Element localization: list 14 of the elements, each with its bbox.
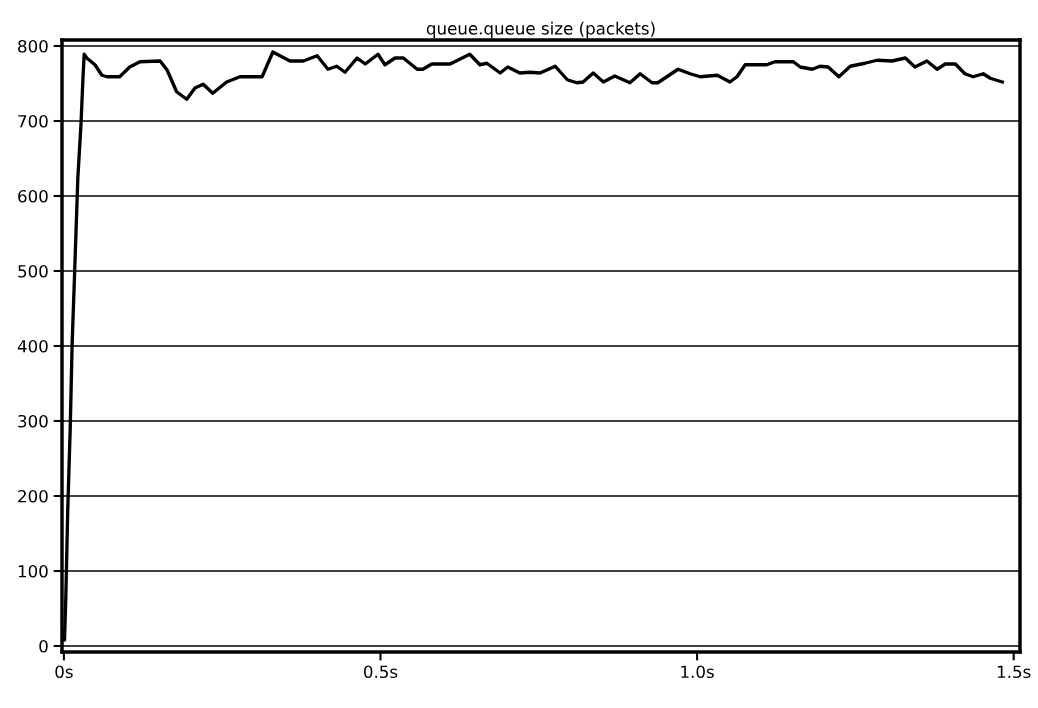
x-tick-label: 0.5s [363, 665, 398, 679]
x-tick-label: 1.0s [681, 665, 714, 679]
y-tick-label: 500 [18, 264, 48, 278]
y-tick-label: 600 [18, 189, 48, 203]
y-tick-label: 200 [18, 489, 48, 503]
x-tick-label: 1.5s [997, 665, 1031, 679]
chart-title: queue.queue size (packets) [426, 21, 655, 38]
y-tick-label: 400 [17, 339, 48, 353]
y-tick-label: 800 [18, 39, 48, 53]
x-tick-label: 0s [55, 665, 73, 679]
y-tick-label: 100 [18, 564, 48, 578]
y-tick-label: 700 [18, 114, 48, 128]
y-tick-label: 300 [18, 414, 48, 428]
y-tick-label: 0 [39, 639, 48, 653]
